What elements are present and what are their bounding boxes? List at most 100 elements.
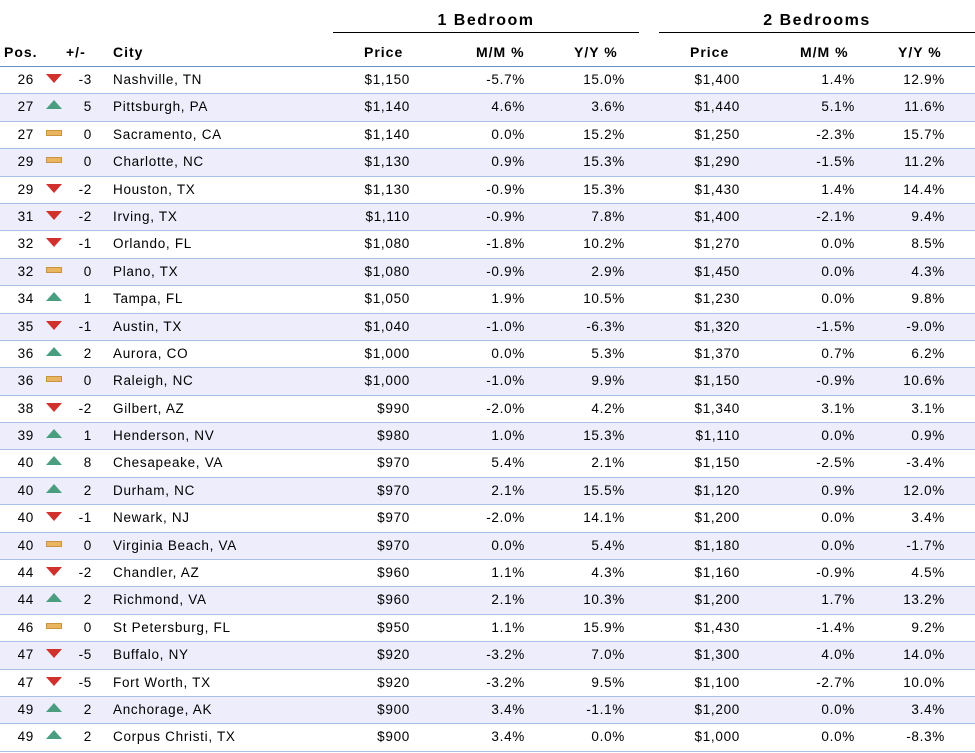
city-cell: Raleigh, NC — [113, 373, 194, 389]
rank-cell: 31 — [17, 208, 34, 224]
city-cell: Chandler, AZ — [113, 565, 200, 581]
group-header-1-bedroom: 1 Bedroom — [333, 10, 639, 33]
table-row: 36 2 Aurora, CO $1,000 0.0% 5.3% $1,370 0.7% 6.2… — [0, 341, 975, 369]
city-cell: Newark, NJ — [113, 510, 190, 526]
trend-icon-cell — [46, 210, 66, 220]
yy-1br-cell: 15.9% — [583, 619, 625, 635]
trend-flat-icon — [46, 540, 62, 547]
mm-1br-cell: 0.0% — [491, 126, 525, 142]
city-cell: Houston, TX — [113, 181, 196, 197]
mm-2br-cell: -0.9% — [816, 373, 855, 389]
mm-1br-cell: 3.4% — [491, 701, 525, 717]
trend-icon-cell — [46, 265, 66, 273]
yy-1br-cell: 9.5% — [591, 674, 625, 690]
price-1br-cell: $1,040 — [364, 318, 410, 334]
price-2br-cell: $1,300 — [694, 647, 740, 663]
trend-down-icon — [46, 649, 62, 659]
mm-1br-cell: 0.0% — [491, 537, 525, 553]
mm-2br-cell: -2.7% — [816, 674, 855, 690]
price-2br-cell: $1,200 — [694, 701, 740, 717]
city-cell: Sacramento, CA — [113, 126, 222, 142]
rank-change-cell: 2 — [83, 729, 92, 745]
price-2br-cell: $1,230 — [694, 291, 740, 307]
trend-icon-cell — [46, 346, 66, 356]
mm-1br-cell: 2.1% — [491, 592, 525, 608]
rank-change-cell: -3 — [78, 72, 92, 87]
price-1br-cell: $970 — [377, 482, 410, 498]
rank-cell: 44 — [17, 592, 34, 608]
city-cell: Gilbert, AZ — [113, 400, 185, 416]
yy-2br-cell: 15.7% — [903, 126, 945, 142]
rank-change-cell: -2 — [78, 208, 92, 224]
yy-2br-cell: 9.2% — [911, 619, 945, 635]
yy-2br-cell: 11.6% — [904, 99, 945, 115]
rank-change-cell: -2 — [78, 181, 92, 197]
rank-change-cell: 0 — [83, 154, 92, 170]
mm-1br-cell: -0.9% — [486, 263, 525, 279]
price-1br-cell: $1,140 — [364, 126, 410, 142]
mm-1br-cell: 5.4% — [491, 455, 525, 471]
mm-2br-cell: 1.7% — [821, 592, 855, 608]
city-cell: Richmond, VA — [113, 592, 207, 608]
yy-2br-cell: -8.3% — [906, 729, 945, 745]
trend-icon-cell — [46, 648, 66, 659]
price-1br-cell: $1,130 — [364, 181, 410, 197]
yy-1br-cell: 2.9% — [591, 263, 625, 279]
table-row: 34 1 Tampa, FL $1,050 1.9% 10.5% $1,230 0.0% 9.8… — [0, 286, 975, 314]
trend-icon-cell — [46, 237, 66, 248]
price-2br-cell: $1,250 — [694, 126, 740, 142]
yy-2br-cell: 4.5% — [911, 565, 945, 581]
mm-1br-cell: -5.7% — [486, 72, 525, 87]
yy-1br-cell: 15.3% — [583, 428, 625, 444]
mm-1br-cell: 1.1% — [491, 565, 525, 581]
mm-2br-cell: 0.0% — [821, 291, 855, 307]
price-1br-cell: $1,000 — [364, 345, 410, 361]
city-cell: Pittsburgh, PA — [113, 99, 209, 115]
price-2br-cell: $1,110 — [695, 428, 740, 444]
rank-change-cell: 2 — [83, 701, 92, 717]
city-cell: Austin, TX — [113, 318, 183, 334]
yy-1br-cell: 10.5% — [583, 291, 625, 307]
price-2br-cell: $1,450 — [694, 263, 740, 279]
price-2br-cell: $1,320 — [694, 318, 740, 334]
trend-down-icon — [46, 320, 62, 330]
rank-change-cell: -2 — [78, 565, 92, 581]
rank-change-cell: 1 — [83, 291, 92, 307]
mm-1br-cell: -3.2% — [486, 647, 525, 663]
yy-2br-cell: -1.7% — [906, 537, 945, 553]
mm-1br-cell: 0.0% — [491, 345, 525, 361]
city-cell: Virginia Beach, VA — [113, 537, 237, 553]
trend-flat-icon — [46, 376, 62, 383]
rank-cell: 27 — [17, 99, 34, 115]
price-1br-cell: $970 — [377, 455, 410, 471]
rank-change-cell: 8 — [83, 455, 92, 471]
column-header-row: Pos. +/- City Price M/M % Y/Y % Price M/… — [0, 42, 975, 67]
rank-cell: 49 — [17, 729, 34, 745]
trend-up-icon — [46, 292, 62, 302]
price-1br-cell: $900 — [377, 729, 410, 745]
price-2br-cell: $1,200 — [694, 592, 740, 608]
price-2br-cell: $1,430 — [694, 619, 740, 635]
rank-cell: 46 — [17, 619, 34, 635]
mm-2br-cell: -0.9% — [816, 565, 855, 581]
trend-down-icon — [46, 183, 62, 193]
table-row: 40 -1 Newark, NJ $970 -2.0% 14.1% $1,200 0.0% 3.… — [0, 505, 975, 533]
rank-cell: 26 — [17, 72, 34, 87]
trend-icon-cell — [46, 511, 66, 522]
table-row: 49 2 Corpus Christi, TX $900 3.4% 0.0% $1,000 0… — [0, 724, 975, 752]
table-row: 29 -2 Houston, TX $1,130 -0.9% 15.3% $1,430 1.4… — [0, 177, 975, 204]
header-change: +/- — [66, 44, 86, 60]
price-1br-cell: $970 — [377, 537, 410, 553]
price-2br-cell: $1,400 — [694, 72, 740, 87]
mm-1br-cell: -2.0% — [486, 400, 525, 416]
rank-cell: 29 — [17, 181, 34, 197]
mm-1br-cell: -1.0% — [486, 318, 525, 334]
price-1br-cell: $920 — [377, 647, 410, 663]
yy-2br-cell: 12.9% — [903, 72, 945, 87]
trend-up-icon — [46, 346, 62, 356]
table-row: 29 0 Charlotte, NC $1,130 0.9% 15.3% $1,290 -1.… — [0, 149, 975, 177]
table-row: 38 -2 Gilbert, AZ $990 -2.0% 4.2% $1,340 3.1% 3.… — [0, 396, 975, 424]
header-mm-2br: M/M % — [800, 44, 849, 60]
mm-2br-cell: 0.0% — [821, 701, 855, 717]
yy-1br-cell: 9.9% — [591, 373, 625, 389]
